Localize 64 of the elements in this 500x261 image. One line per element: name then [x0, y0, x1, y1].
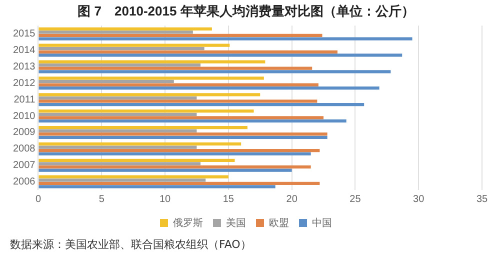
x-tick-label: 20: [286, 194, 298, 205]
chart-title: 图 7 2010-2015 年苹果人均消费量对比图（单位：公斤）: [78, 3, 414, 18]
bar: [38, 168, 292, 172]
legend-label: 美国: [226, 216, 246, 229]
bar: [38, 60, 266, 64]
bar: [38, 142, 242, 146]
y-tick-label: 2010: [12, 110, 36, 122]
bar: [38, 100, 318, 103]
bar: [38, 158, 235, 162]
bar: [38, 116, 324, 120]
x-tick-label: 10: [159, 194, 172, 205]
bar: [38, 50, 338, 54]
bar: [38, 37, 412, 40]
bar: [38, 148, 320, 152]
bar: [38, 76, 264, 80]
bar: [38, 175, 228, 178]
bar: [38, 93, 260, 96]
source-note: 数据来源：美国农业部、联合国粮农组织（FAO）: [10, 238, 252, 252]
x-tick-label: 0: [35, 194, 42, 205]
bar: [38, 102, 364, 106]
bar: [38, 44, 230, 47]
bar: [38, 30, 193, 34]
bar: [38, 112, 197, 116]
x-tick-label: 15: [222, 194, 234, 205]
bar: [38, 80, 174, 84]
bar: [38, 178, 206, 182]
bar: [38, 110, 254, 113]
bar: [38, 132, 328, 136]
x-tick-label: 5: [98, 194, 105, 205]
y-tick-label: 2012: [12, 78, 36, 89]
y-tick-label: 2014: [12, 45, 36, 56]
y-tick-label: 2008: [12, 144, 36, 155]
bar: [38, 63, 201, 67]
bar: [38, 70, 391, 74]
bar: [38, 96, 197, 100]
bar: [38, 146, 197, 149]
legend-label: 中国: [312, 216, 332, 229]
bar: [38, 152, 311, 156]
bar: [38, 54, 402, 57]
bar: [38, 66, 312, 70]
bar: [38, 165, 311, 169]
bar: [38, 119, 346, 123]
bar: [38, 27, 212, 30]
y-tick-label: 2007: [12, 160, 36, 172]
y-tick-label: 2015: [12, 28, 36, 40]
bar: [38, 129, 197, 132]
x-tick-label: 25: [350, 194, 362, 205]
bar: [38, 83, 318, 86]
bar: [38, 47, 204, 50]
y-tick-label: 2013: [12, 61, 36, 72]
y-tick-label: 2009: [12, 127, 36, 138]
bar: [38, 162, 201, 166]
bar: [38, 136, 328, 139]
legend-label: 俄罗斯: [173, 216, 203, 229]
bar: [38, 86, 380, 90]
x-tick-label: 30: [413, 194, 425, 205]
bar: [38, 185, 276, 188]
bar: [38, 182, 320, 185]
y-tick-label: 2006: [12, 176, 36, 188]
bar: [38, 34, 322, 38]
y-tick-label: 2011: [14, 94, 36, 106]
bar: [38, 126, 248, 130]
legend-label: 欧盟: [269, 216, 289, 229]
x-tick-label: 35: [476, 194, 488, 205]
